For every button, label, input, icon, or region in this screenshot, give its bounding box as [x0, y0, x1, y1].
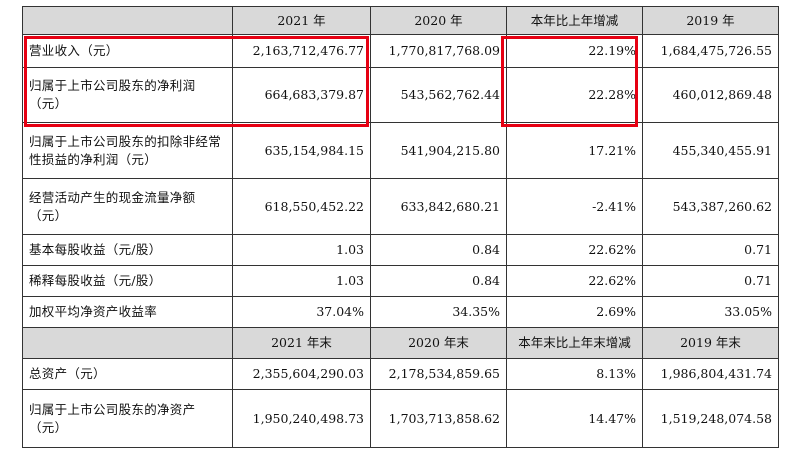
column-header-2020-end: 2020 年末: [370, 327, 507, 359]
column-header-yoy-change: 本年比上年增减: [506, 6, 643, 35]
table-row-net-profit-excl-nonrecurring: 归属于上市公司股东的扣除非经常性损益的净利润（元） 635,154,984.15…: [22, 122, 779, 179]
cell-2019: 1,986,804,431.74: [642, 358, 779, 390]
table-row-basic-eps: 基本每股收益（元/股） 1.03 0.84 22.62% 0.71: [22, 234, 779, 266]
cell-2020: 34.35%: [370, 296, 507, 328]
row-label: 营业收入（元）: [22, 34, 233, 68]
cell-yoy-change: 8.13%: [506, 358, 643, 390]
row-label: 稀释每股收益（元/股）: [22, 265, 233, 297]
row-label: 归属于上市公司股东的扣除非经常性损益的净利润（元）: [22, 122, 233, 179]
cell-2019: 1,519,248,074.58: [642, 389, 779, 448]
cell-yoy-change: 14.47%: [506, 389, 643, 448]
cell-2020: 543,562,762.44: [370, 67, 507, 123]
cell-2019: 0.71: [642, 265, 779, 297]
table-header-row: 2021 年 2020 年 本年比上年增减 2019 年: [22, 6, 779, 35]
cell-2020: 633,842,680.21: [370, 178, 507, 235]
column-header-2019-end: 2019 年末: [642, 327, 779, 359]
cell-yoy-change: -2.41%: [506, 178, 643, 235]
financial-summary-sheet: 2021 年 2020 年 本年比上年增减 2019 年 营业收入（元） 2,1…: [22, 6, 779, 448]
row-label: 基本每股收益（元/股）: [22, 234, 233, 266]
cell-2019: 0.71: [642, 234, 779, 266]
cell-2020: 2,178,534,859.65: [370, 358, 507, 390]
cell-2019: 33.05%: [642, 296, 779, 328]
cell-2020: 1,770,817,768.09: [370, 34, 507, 68]
cell-2021: 635,154,984.15: [232, 122, 371, 179]
cell-yoy-change: 22.19%: [506, 34, 643, 68]
table-row-net-profit: 归属于上市公司股东的净利润（元） 664,683,379.87 543,562,…: [22, 67, 779, 123]
table-row-diluted-eps: 稀释每股收益（元/股） 1.03 0.84 22.62% 0.71: [22, 265, 779, 297]
row-label: 经营活动产生的现金流量净额（元）: [22, 178, 233, 235]
subheader-blank-cell: [22, 327, 233, 359]
cell-2020: 0.84: [370, 265, 507, 297]
row-label: 加权平均净资产收益率: [22, 296, 233, 328]
table-row-total-assets: 总资产（元） 2,355,604,290.03 2,178,534,859.65…: [22, 358, 779, 390]
column-header-yoy-change-end: 本年末比上年末增减: [506, 327, 643, 359]
cell-yoy-change: 17.21%: [506, 122, 643, 179]
column-header-2021-end: 2021 年末: [232, 327, 371, 359]
cell-2021: 2,355,604,290.03: [232, 358, 371, 390]
cell-yoy-change: 2.69%: [506, 296, 643, 328]
row-label: 归属于上市公司股东的净利润（元）: [22, 67, 233, 123]
row-label: 总资产（元）: [22, 358, 233, 390]
cell-yoy-change: 22.62%: [506, 234, 643, 266]
cell-2021: 618,550,452.22: [232, 178, 371, 235]
cell-2020: 541,904,215.80: [370, 122, 507, 179]
table-row-weighted-roe: 加权平均净资产收益率 37.04% 34.35% 2.69% 33.05%: [22, 296, 779, 328]
cell-2021: 664,683,379.87: [232, 67, 371, 123]
cell-2019: 460,012,869.48: [642, 67, 779, 123]
table-row-revenue: 营业收入（元） 2,163,712,476.77 1,770,817,768.0…: [22, 34, 779, 68]
cell-2020: 1,703,713,858.62: [370, 389, 507, 448]
table-subheader-row: 2021 年末 2020 年末 本年末比上年末增减 2019 年末: [22, 327, 779, 359]
column-header-2021: 2021 年: [232, 6, 371, 35]
row-label: 归属于上市公司股东的净资产（元）: [22, 389, 233, 448]
cell-2019: 543,387,260.62: [642, 178, 779, 235]
column-header-2019: 2019 年: [642, 6, 779, 35]
cell-2019: 455,340,455.91: [642, 122, 779, 179]
financial-summary-table: 2021 年 2020 年 本年比上年增减 2019 年 营业收入（元） 2,1…: [22, 6, 779, 448]
cell-2021: 37.04%: [232, 296, 371, 328]
cell-2021: 1.03: [232, 234, 371, 266]
cell-2021: 1.03: [232, 265, 371, 297]
cell-2021: 2,163,712,476.77: [232, 34, 371, 68]
column-header-2020: 2020 年: [370, 6, 507, 35]
cell-2021: 1,950,240,498.73: [232, 389, 371, 448]
cell-yoy-change: 22.62%: [506, 265, 643, 297]
table-row-net-assets: 归属于上市公司股东的净资产（元） 1,950,240,498.73 1,703,…: [22, 389, 779, 448]
cell-2020: 0.84: [370, 234, 507, 266]
header-blank-cell: [22, 6, 233, 35]
cell-yoy-change: 22.28%: [506, 67, 643, 123]
table-row-operating-cash-flow: 经营活动产生的现金流量净额（元） 618,550,452.22 633,842,…: [22, 178, 779, 235]
cell-2019: 1,684,475,726.55: [642, 34, 779, 68]
